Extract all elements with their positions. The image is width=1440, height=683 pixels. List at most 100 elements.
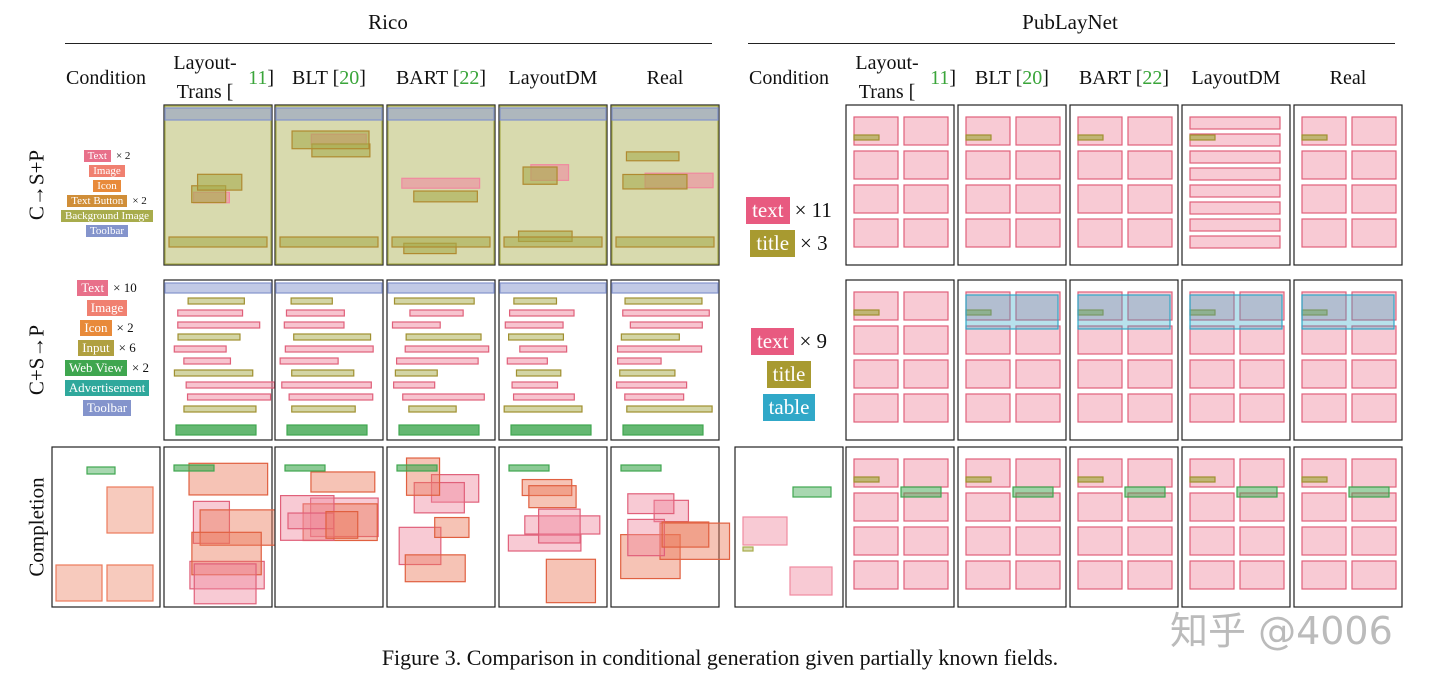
layout-box [521, 478, 573, 497]
layout-box [1301, 218, 1347, 248]
layout-box [853, 476, 880, 483]
layout-box [413, 190, 478, 203]
layout-box [173, 464, 215, 472]
layout-box [393, 297, 475, 305]
layout-box [1077, 116, 1123, 146]
layout-box [393, 381, 436, 389]
header-part: Real [1329, 66, 1367, 89]
layout-box [55, 564, 103, 602]
layout-box [1189, 560, 1235, 590]
layout-box [1189, 235, 1281, 249]
layout-box [1077, 218, 1123, 248]
layout-box [903, 184, 949, 214]
layout-box [286, 424, 368, 436]
layout-box [284, 464, 326, 472]
chip-label: Image [89, 165, 125, 177]
layout-box [499, 282, 607, 294]
condition-chip: Advertisement [64, 380, 150, 396]
layout-box [903, 150, 949, 180]
condition-chip: Toolbar [85, 225, 129, 237]
condition-chip: text × 11 [746, 197, 832, 224]
header-part: Layout-Trans [ [855, 52, 919, 103]
layout-box [1301, 458, 1347, 488]
layout-box [1189, 393, 1235, 423]
layout-box [1015, 458, 1061, 488]
header-part: BLT [ [975, 66, 1023, 89]
layout-box [391, 321, 441, 329]
rule [748, 43, 1395, 44]
layout-box [173, 369, 254, 377]
layout-box [1189, 218, 1281, 232]
layout-box [1189, 492, 1235, 522]
layout-box [1301, 476, 1328, 483]
layout-box [506, 357, 548, 365]
layout-box [434, 516, 470, 539]
layout-box [1077, 476, 1104, 483]
layout-box [1015, 526, 1061, 556]
layout-box [1239, 359, 1285, 389]
layout-box [512, 393, 575, 401]
layout-box [620, 333, 680, 341]
column-header: LayoutDM [497, 50, 609, 106]
layout-box [900, 486, 942, 498]
layout-box [965, 393, 1011, 423]
header-part: LayoutDM [508, 66, 598, 89]
layout-box [106, 486, 154, 534]
layout-box [310, 497, 379, 538]
layout-box [903, 359, 949, 389]
layout-box [401, 177, 481, 189]
layout-box [661, 521, 710, 548]
layout-box [965, 492, 1011, 522]
layout-box [965, 325, 1011, 355]
layout-box [164, 282, 272, 294]
layout-box [1189, 184, 1281, 198]
layout-box [615, 236, 715, 248]
rule [65, 43, 712, 44]
layout-box [965, 526, 1011, 556]
layout-box [1077, 458, 1123, 488]
layout-box [279, 494, 335, 541]
chip-label: Toolbar [82, 400, 132, 416]
layout-box [310, 471, 376, 493]
layout-box [183, 405, 257, 413]
layout-box [498, 446, 608, 608]
layout-box [1351, 150, 1397, 180]
layout-box [538, 508, 581, 544]
layout-box [510, 424, 592, 436]
row-label: C→S+P [24, 149, 49, 221]
layout-box [622, 424, 704, 436]
layout-box [1239, 393, 1285, 423]
header-part: ] [359, 66, 366, 89]
layout-box [1127, 116, 1173, 146]
layout-box [1189, 167, 1281, 181]
layout-box [853, 393, 899, 423]
condition-chip: Web View × 2 [65, 360, 149, 376]
layout-box [853, 309, 880, 316]
chip-count: × 2 [115, 150, 131, 162]
layout-box [1301, 184, 1347, 214]
layout-box [1015, 184, 1061, 214]
condition-chip: text × 9 [750, 328, 827, 355]
layout-box [503, 236, 603, 248]
layout-box [853, 291, 899, 321]
layout-box [853, 150, 899, 180]
layout-box [528, 485, 577, 509]
column-header: LayoutDM [1180, 50, 1292, 106]
layout-box [513, 297, 558, 305]
layout-box [622, 309, 710, 317]
layout-box [853, 560, 899, 590]
layout-box [503, 405, 583, 413]
layout-box [1127, 218, 1173, 248]
condition-list: text × 9 title table [735, 328, 843, 421]
layout-box [1189, 458, 1235, 488]
chip-label: Input [78, 340, 114, 356]
layout-box [1077, 294, 1171, 330]
layout-box [629, 321, 703, 329]
condition-chip: table [762, 394, 816, 421]
layout-box [853, 359, 899, 389]
header-part: 20 [1022, 66, 1043, 89]
layout-box [853, 184, 899, 214]
layout-box [1077, 325, 1123, 355]
layout-box [1127, 325, 1173, 355]
